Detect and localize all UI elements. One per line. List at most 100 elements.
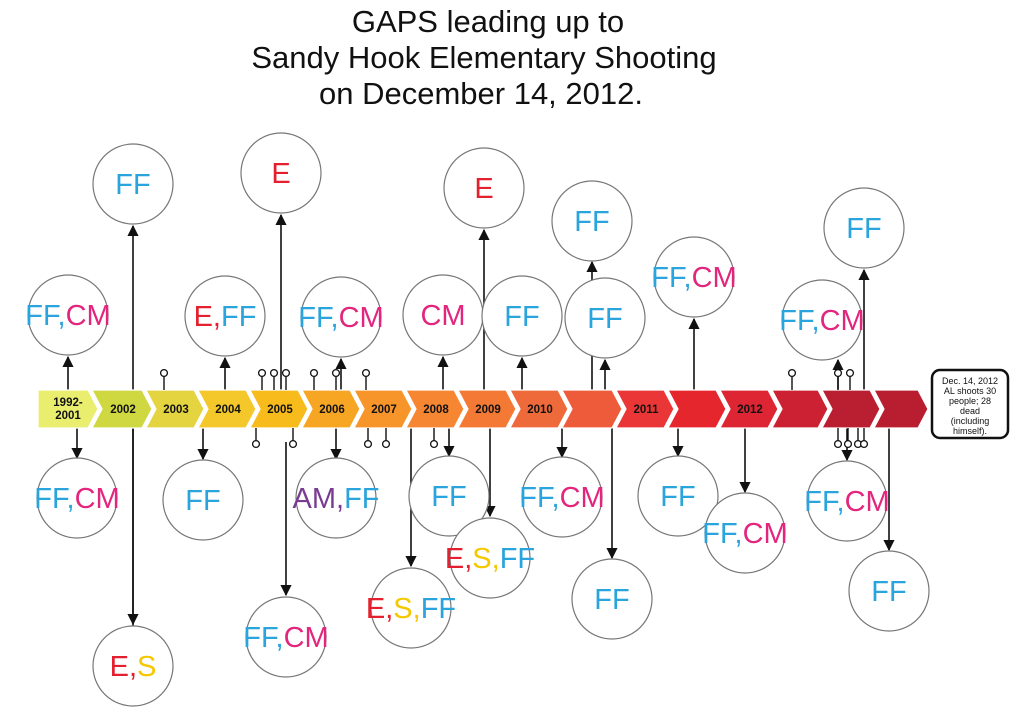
timeline-bar: 1992-2001 2002 2003 2004 2005 2006 2007 2008 200… <box>37 389 929 429</box>
event-codes: FF,CM <box>804 486 889 518</box>
event-codes: FF,CM <box>25 300 110 332</box>
end-box-line-6: himself). <box>953 426 987 436</box>
event-codes: FF,CM <box>651 262 736 294</box>
event-codes: FF <box>587 303 622 335</box>
event-code: CM <box>560 482 605 514</box>
timeline-pin-head <box>833 439 843 449</box>
event-code: CM <box>845 486 890 518</box>
event-code: , <box>331 302 339 334</box>
timeline-segment <box>821 389 881 429</box>
timeline-pin-head <box>363 439 373 449</box>
event-codes: FF,CM <box>34 483 119 515</box>
timeline-year-label: 2003 <box>163 404 189 416</box>
timeline-segment <box>509 389 569 429</box>
event-circle <box>781 279 863 361</box>
end-box-frame <box>930 368 1010 440</box>
event-codes: FF,CM <box>702 518 787 550</box>
event-code: , <box>837 486 845 518</box>
timeline-segment <box>667 389 727 429</box>
event-code: , <box>413 593 421 625</box>
event-code: , <box>385 593 393 625</box>
event-circle <box>848 550 930 632</box>
title-line-1: GAPS leading up to <box>352 4 624 39</box>
event-circle <box>92 625 174 707</box>
event-code: FF <box>574 206 609 238</box>
event-codes: CM <box>420 300 465 332</box>
event-circle <box>481 275 563 357</box>
event-code: E <box>271 158 290 190</box>
event-code: , <box>552 482 560 514</box>
event-circle <box>806 460 888 542</box>
event-code: , <box>812 305 820 337</box>
event-code: E <box>110 651 129 683</box>
event-code: FF <box>651 262 686 294</box>
event-code: CM <box>75 483 120 515</box>
title-line-3: on December 14, 2012. <box>319 76 643 111</box>
timeline-year-label: 2008 <box>423 404 449 416</box>
event-codes: E,S,FF <box>445 543 535 575</box>
event-codes: FF <box>574 206 609 238</box>
event-code: FF <box>298 302 333 334</box>
event-code: FF <box>594 584 629 616</box>
end-box-line-2: AL shoots 30 <box>944 386 996 396</box>
event-circle <box>36 457 118 539</box>
event-code: FF <box>846 213 881 245</box>
event-code: , <box>336 483 344 515</box>
event-circles: FF,CMFF,CMFFE,SE,FFFFEFF,CMFF,CMAM,FFE,S… <box>25 132 930 707</box>
event-code: FF <box>431 481 466 513</box>
timeline-pin-head <box>288 439 298 449</box>
event-code: E <box>474 173 493 205</box>
event-code: AM <box>293 483 337 515</box>
event-circle <box>449 517 531 599</box>
event-code: , <box>213 301 221 333</box>
event-code: S <box>137 651 156 683</box>
event-code: , <box>684 262 692 294</box>
event-code: FF <box>519 482 554 514</box>
event-codes: FF <box>846 213 881 245</box>
event-circle <box>370 567 452 649</box>
timeline-pin-head <box>381 439 391 449</box>
timeline-pin-head <box>251 439 261 449</box>
timeline-year-label: 2006 <box>319 404 345 416</box>
timeline-segment <box>615 389 675 429</box>
event-circle <box>564 277 646 359</box>
timeline-segment <box>719 389 779 429</box>
event-circle <box>27 274 109 356</box>
end-box-line-3: people; 28 <box>949 396 991 406</box>
event-codes: E,S,FF <box>366 593 456 625</box>
event-circle <box>295 457 377 539</box>
timeline-year-label: 2010 <box>527 404 553 416</box>
end-box-line-1: Dec. 14, 2012 <box>942 376 998 386</box>
event-codes: FF,CM <box>779 305 864 337</box>
timeline-pin-head <box>859 439 869 449</box>
event-code: CM <box>692 262 737 294</box>
event-codes: FF <box>660 481 695 513</box>
end-box-line-5: (including <box>951 416 990 426</box>
event-circle <box>521 456 603 538</box>
event-circle <box>184 275 266 357</box>
timeline-segment <box>197 389 257 429</box>
event-circle <box>245 596 327 678</box>
diagram-title: GAPS leading up to Sandy Hook Elementary… <box>251 4 716 111</box>
event-codes: E,S <box>110 651 157 683</box>
timeline-pin-head <box>833 368 843 378</box>
timeline-segment <box>353 389 413 429</box>
timeline-year-label: 2001 <box>55 410 81 422</box>
event-code: CM <box>284 622 329 654</box>
event-code: FF <box>500 543 535 575</box>
timeline-pin-head <box>361 368 371 378</box>
event-code: CM <box>420 300 465 332</box>
event-code: S <box>472 543 491 575</box>
event-circle <box>408 455 490 537</box>
timeline-pin-head <box>845 368 855 378</box>
event-circle <box>551 180 633 262</box>
event-circle <box>300 276 382 358</box>
event-code: FF <box>221 301 256 333</box>
timeline-segment <box>771 389 829 429</box>
event-codes: E <box>271 158 290 190</box>
event-code: , <box>735 518 743 550</box>
event-codes: FF <box>504 301 539 333</box>
event-code: FF <box>504 301 539 333</box>
event-circle <box>162 459 244 541</box>
